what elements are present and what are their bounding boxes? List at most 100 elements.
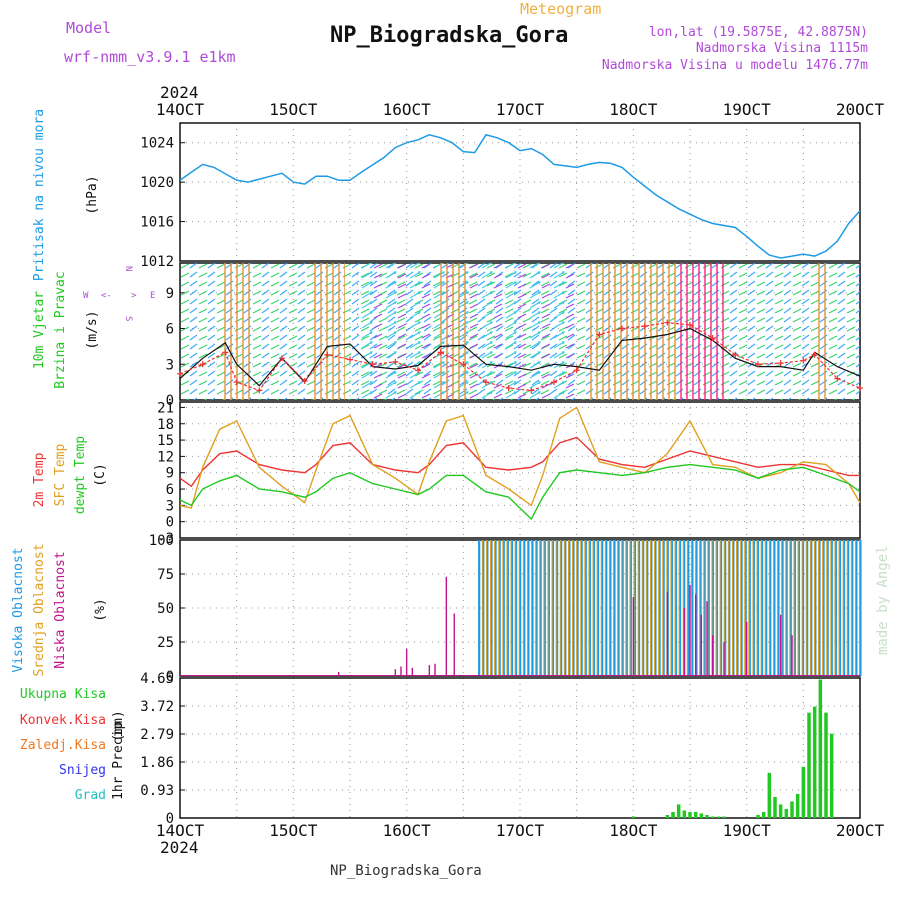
cloud-high-bar	[711, 540, 714, 676]
pressure-line	[179, 133, 861, 259]
y-tick-label: 9	[166, 286, 174, 302]
wind-gust-point	[415, 367, 421, 374]
cloud-high-bar	[719, 540, 723, 676]
precip-bar	[705, 814, 709, 818]
cloud-high-bar	[621, 540, 624, 676]
cloud-high-bar	[678, 540, 682, 676]
top-tick-label: 20OCT	[836, 100, 885, 119]
y-tick-label: 3	[166, 357, 174, 373]
precip-bar	[812, 706, 817, 818]
y-tick-label: 1016	[140, 215, 174, 231]
temp-2m-line	[179, 436, 860, 488]
wind-key-arrow-left: <-	[101, 291, 112, 301]
cloud-high-bar	[822, 540, 825, 676]
precip-bar	[676, 804, 681, 818]
wind-gust-point	[483, 379, 489, 386]
wind-gust-point	[199, 361, 206, 368]
y-tick-label: 0	[166, 669, 174, 685]
y-tick-label: 1012	[140, 254, 174, 270]
precip-bar	[801, 766, 806, 818]
cloud-high-bar	[752, 540, 755, 676]
cloud-high-bar	[646, 540, 649, 676]
cloud-high-bar	[773, 540, 776, 676]
cloud-high-bar	[572, 540, 575, 676]
wind-gust-point	[732, 351, 739, 358]
top-tick-label: 18OCT	[609, 100, 658, 119]
temp-dewpt-line	[179, 463, 861, 521]
wind-gust-point	[777, 360, 784, 367]
cloud-high-bar	[715, 540, 719, 676]
cloud-high-bar	[797, 540, 801, 676]
wind-gust-point	[800, 357, 807, 364]
cloud-high-bar	[486, 540, 489, 676]
cloud-high-bar	[691, 540, 694, 676]
cloud-high-bar	[855, 540, 858, 676]
wind-gust-point	[301, 377, 308, 384]
cloud-high-bar	[601, 540, 604, 676]
wind-gust-point	[392, 358, 399, 365]
cloud-high-bar	[576, 540, 579, 676]
meteogram-label: Meteogram	[520, 0, 601, 18]
precip-bar	[761, 811, 766, 818]
wind-key-n: N	[123, 266, 133, 271]
wind-gust-point	[528, 387, 535, 394]
temp-units: (C)	[93, 463, 108, 486]
precip-bar	[699, 813, 704, 818]
cloud-high-bar	[674, 540, 678, 676]
precip-bar	[807, 712, 811, 818]
wind-key-e: E	[150, 291, 155, 301]
precip-bar	[778, 804, 783, 818]
precip-legend-frozen: Zaledj.Kisa	[20, 738, 106, 753]
precip-legend-snow: Snijeg	[59, 763, 106, 778]
cloud-high-bar	[609, 540, 612, 676]
cloud-high-bar	[605, 540, 608, 676]
y-tick-label: 12	[157, 449, 174, 465]
cloud-high-bar	[760, 540, 764, 676]
top-tick-label: 15OCT	[269, 100, 318, 119]
page-title: NP_Biogradska_Gora	[330, 23, 568, 48]
y-tick-label: 1.86	[140, 755, 174, 771]
cloud-high-bar	[514, 540, 518, 676]
cloud-high-bar	[765, 540, 768, 676]
wind-gust-point	[256, 387, 263, 394]
cloud-high-bar	[662, 540, 665, 676]
precip-bar	[710, 816, 715, 818]
cloud-high-bar	[650, 540, 653, 676]
y-tick-label: 1020	[140, 175, 174, 191]
wind-gust-point	[755, 361, 761, 368]
cloud-high-bar	[826, 540, 829, 676]
panel-frame	[179, 677, 861, 819]
precip-bar	[784, 808, 789, 818]
precip-bar	[818, 679, 823, 818]
year-bottom: 2024	[160, 838, 199, 857]
cloud-high-bar	[637, 540, 641, 676]
y-tick-label: 2.79	[140, 727, 174, 743]
temp-ylabel-3: dewpt Temp	[73, 436, 88, 514]
precip-bar	[665, 814, 670, 818]
y-tick-label: 3	[166, 498, 174, 514]
wind-gust-point	[437, 349, 444, 356]
panel-frame	[179, 122, 861, 262]
cloud-high-bar	[842, 540, 846, 676]
cloud-high-bar	[744, 540, 747, 676]
cloud-high-bar	[728, 540, 731, 676]
cloud-high-bar	[687, 540, 690, 676]
cloud-high-bar	[732, 540, 735, 676]
cloud-high-bar	[531, 540, 534, 676]
cloud-high-bar	[547, 540, 550, 676]
wind-gust-point	[573, 367, 580, 374]
cloud-high-bar	[642, 540, 645, 676]
wind-gust-point	[233, 379, 240, 386]
temp-ylabel-1: 2m Temp	[32, 452, 47, 507]
wind-gust-point	[811, 351, 818, 358]
cloud-high-bar	[703, 540, 706, 676]
cloud-high-bar	[625, 540, 628, 676]
wind-gust-point	[347, 356, 353, 363]
precip-bar	[824, 712, 828, 818]
cloud-high-bar	[633, 540, 637, 676]
wind-gust-point	[222, 349, 229, 356]
bottom-tick-label: 14OCT	[156, 821, 205, 840]
cloud-high-bar	[617, 540, 620, 676]
y-tick-label: 15	[157, 433, 174, 449]
